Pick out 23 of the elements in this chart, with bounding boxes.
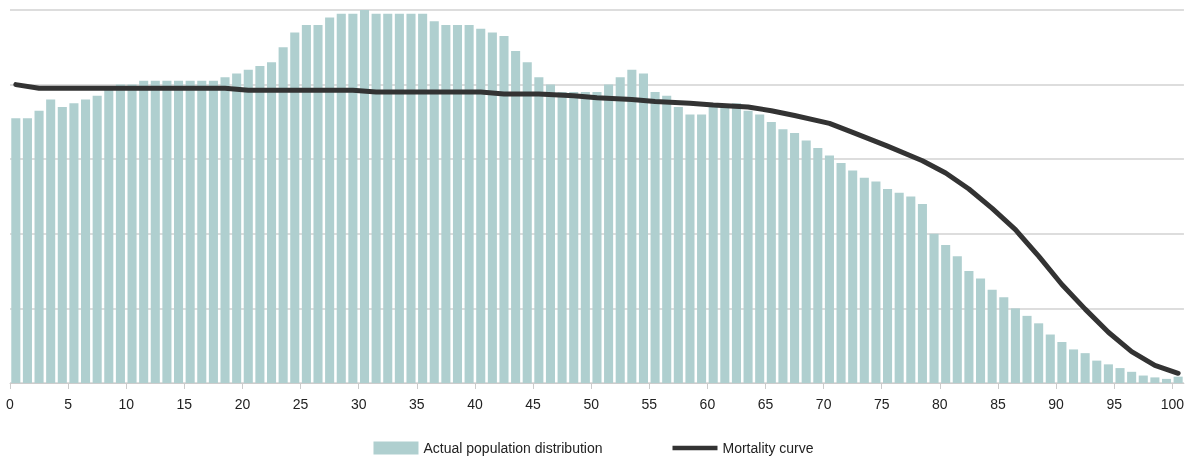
x-tick-label: 85 [990, 396, 1006, 412]
x-tick-label: 25 [292, 396, 309, 412]
x-tick-label: 100 [1160, 396, 1185, 412]
x-tick-label: 75 [873, 396, 890, 412]
x-tick-label: 90 [1048, 396, 1065, 412]
x-tick-label: 95 [1106, 396, 1123, 412]
x-tick-label: 35 [409, 396, 425, 412]
legend-label: Actual population distribution [423, 440, 603, 456]
x-tick-label: 45 [525, 396, 542, 412]
legend-label: Mortality curve [722, 440, 814, 456]
x-tick-label: 65 [757, 396, 774, 412]
x-tick-label: 5 [64, 396, 73, 412]
x-tick-label: 80 [932, 396, 948, 412]
x-tick-label: 50 [583, 396, 600, 412]
x-tick-label: 20 [234, 396, 251, 412]
x-tick-label: 40 [467, 396, 483, 412]
x-tick-label: 15 [176, 396, 193, 412]
x-tick-label: 60 [699, 396, 716, 412]
x-tick-label: 0 [6, 396, 15, 412]
x-tick-label: 10 [118, 396, 135, 412]
x-tick-label: 70 [815, 396, 832, 412]
x-tick-label: 30 [350, 396, 367, 412]
x-tick-label: 55 [641, 396, 658, 412]
